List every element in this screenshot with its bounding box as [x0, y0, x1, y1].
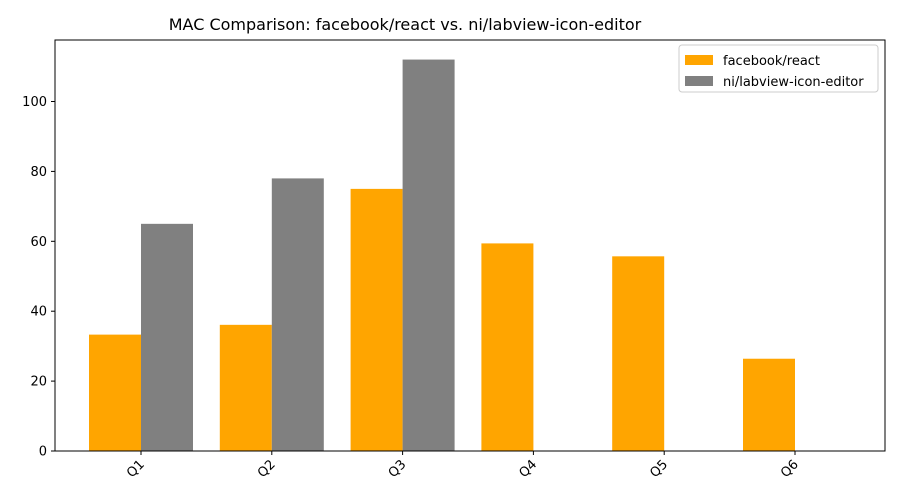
- bar-facebook-react-q1: [89, 334, 141, 451]
- x-tick-label: Q5: [647, 457, 671, 481]
- legend-label: ni/labview-icon-editor: [723, 75, 864, 90]
- legend-label: facebook/react: [723, 54, 820, 69]
- y-tick-label: 100: [22, 95, 47, 110]
- legend-box: [678, 44, 879, 93]
- bar-facebook-react-q5: [612, 256, 665, 451]
- x-tick-label: Q3: [386, 457, 410, 481]
- bar-facebook-react-q2: [219, 324, 272, 451]
- plot-area: 0 20 40 60 80 100 Q1 Q2 Q3 Q4 Q5 Q6: [22, 39, 886, 481]
- axes-frame: [54, 39, 886, 452]
- y-tick-label: 40: [30, 305, 47, 320]
- y-tick-label: 80: [30, 165, 47, 180]
- bar-facebook-react-q6: [743, 358, 795, 451]
- x-tick-label: Q2: [255, 457, 279, 481]
- legend: facebook/react ni/labview-icon-editor: [678, 44, 879, 93]
- x-tick-label: Q1: [124, 457, 148, 481]
- legend-swatch: [685, 55, 713, 65]
- bar-ni-labview-icon-editor-q1: [141, 223, 193, 451]
- x-tick-label: Q4: [517, 457, 541, 481]
- bar-facebook-react-q3: [350, 188, 403, 451]
- y-tick-label: 20: [30, 375, 47, 390]
- legend-swatch: [685, 76, 713, 86]
- y-tick-label: 0: [39, 445, 47, 460]
- bar-facebook-react-q4: [481, 243, 534, 451]
- chart-title: MAC Comparison: facebook/react vs. ni/la…: [169, 15, 642, 34]
- x-tick-label: Q6: [778, 457, 802, 481]
- bar-ni-labview-icon-editor-q3: [402, 59, 455, 451]
- y-tick-label: 60: [30, 235, 47, 250]
- bar-ni-labview-icon-editor-q2: [271, 178, 324, 451]
